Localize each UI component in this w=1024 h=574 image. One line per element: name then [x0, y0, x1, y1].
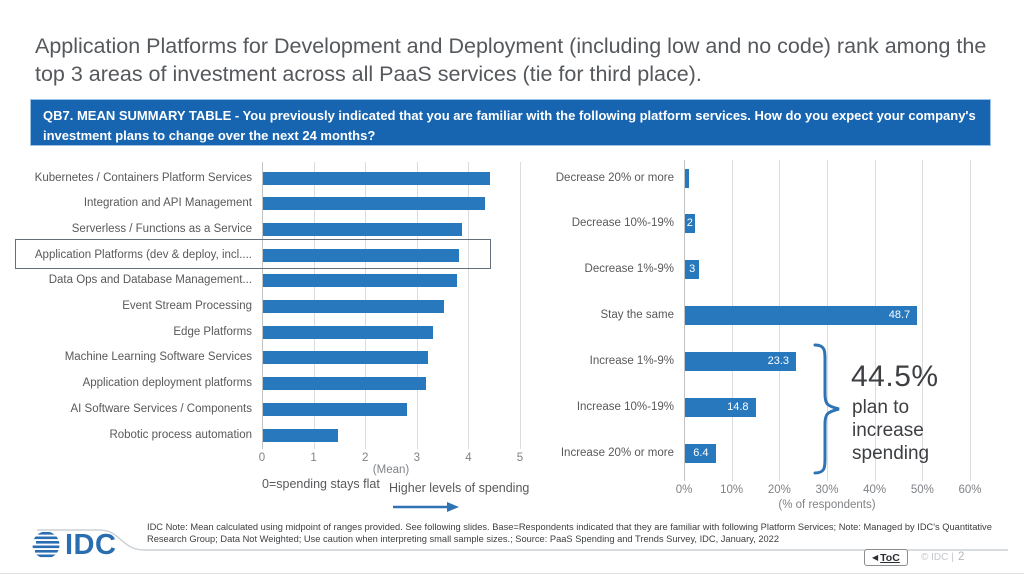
- bar: [263, 428, 338, 442]
- note-spending-flat: 0=spending stays flat: [262, 477, 380, 491]
- bar-value-label: 23.3: [767, 355, 790, 368]
- bar-value-label: 2: [686, 217, 693, 230]
- bar: [263, 171, 491, 185]
- idc-globe-icon: [32, 532, 60, 558]
- bar: [685, 214, 695, 234]
- right-chart-axis-label: (% of respondents): [778, 499, 876, 511]
- category-label: Serverless / Functions as a Service: [71, 222, 252, 235]
- bar: [263, 248, 460, 262]
- category-label: Application deployment platforms: [82, 377, 252, 390]
- bar: [685, 443, 716, 463]
- axis-tick: 40%: [863, 484, 887, 496]
- left-chart-axis-label: (Mean): [372, 464, 410, 476]
- axis-tick: 1: [310, 452, 317, 464]
- bar-value-label: 3: [689, 263, 696, 276]
- toc-button[interactable]: ◀ ToC: [864, 549, 908, 566]
- footer-divider: [37, 529, 1008, 551]
- category-label: Increase 1%-9%: [589, 355, 674, 368]
- category-label: Application Platforms (dev & deploy, inc…: [34, 248, 252, 261]
- bar: [685, 352, 797, 372]
- bar: [263, 274, 457, 288]
- axis-tick: 60%: [958, 484, 982, 496]
- category-label: Decrease 1%-9%: [584, 263, 674, 276]
- axis-tick: 2: [361, 452, 369, 464]
- axis-tick: 10%: [720, 484, 744, 496]
- category-label: Decrease 20% or more: [555, 171, 674, 184]
- bar: [263, 300, 444, 313]
- bar: [263, 351, 429, 365]
- axis-tick: 4: [465, 452, 472, 464]
- axis-tick: 50%: [910, 484, 934, 496]
- question-banner: QB7. MEAN SUMMARY TABLE - You previously…: [30, 99, 991, 146]
- category-label: Increase 10%-19%: [576, 401, 674, 413]
- axis-tick: 5: [516, 452, 524, 464]
- note-higher-spending: Higher levels of spending: [389, 481, 530, 495]
- category-label: Robotic process automation: [109, 428, 252, 441]
- gridline: [520, 162, 521, 449]
- gridline: [262, 162, 263, 449]
- gridline: [468, 162, 470, 449]
- category-label: Event Stream Processing: [122, 300, 252, 312]
- bar: [685, 260, 700, 280]
- category-label: Machine Learning Software Services: [64, 351, 252, 364]
- axis-tick: 3: [413, 452, 420, 464]
- bar: [685, 398, 756, 417]
- gridline: [922, 160, 924, 481]
- idc-logo-text: IDC: [65, 529, 117, 561]
- bar-value-label: 48.7: [888, 309, 911, 322]
- axis-tick: 0%: [675, 484, 693, 496]
- bar-value-label: 14.8: [727, 401, 749, 413]
- axis-tick: 30%: [815, 484, 839, 496]
- toc-back-icon: ◀: [872, 552, 879, 562]
- bar: [685, 168, 689, 188]
- category-label: Increase 20% or more: [560, 446, 674, 459]
- copyright-text: © IDC |: [921, 552, 954, 563]
- gridline: [970, 160, 971, 481]
- bar: [685, 306, 918, 326]
- category-label: Kubernetes / Containers Platform Service…: [34, 171, 252, 184]
- right-arrow-icon: [393, 502, 459, 512]
- bar: [263, 377, 426, 391]
- gridline: [684, 160, 685, 481]
- bar: [263, 222, 462, 236]
- category-label: Data Ops and Database Management...: [48, 274, 252, 287]
- category-label: Integration and API Management: [83, 197, 252, 210]
- category-label: Stay the same: [600, 309, 674, 322]
- axis-tick: 0: [258, 452, 266, 464]
- idc-logo: IDC: [30, 529, 116, 561]
- page-number: 2: [958, 551, 965, 563]
- slide-title: Application Platforms for Development an…: [35, 34, 987, 86]
- footnote: IDC Note: Mean calculated using midpoint…: [147, 522, 992, 544]
- bar: [263, 402, 408, 416]
- highlight-box-application-platforms: [15, 239, 491, 269]
- annotation-text: plan to increase spending: [852, 397, 930, 464]
- category-label: Edge Platforms: [173, 325, 252, 338]
- annotation-percentage: 44.5%: [851, 360, 939, 393]
- bar: [263, 197, 485, 211]
- category-label: Decrease 10%-19%: [571, 217, 674, 230]
- bar: [263, 325, 434, 339]
- toc-button-label: ToC: [880, 551, 900, 564]
- bar-value-label: 6.4: [693, 446, 709, 459]
- brace-icon: [813, 343, 840, 475]
- category-label: AI Software Services / Components: [70, 402, 252, 415]
- axis-tick: 20%: [767, 484, 791, 496]
